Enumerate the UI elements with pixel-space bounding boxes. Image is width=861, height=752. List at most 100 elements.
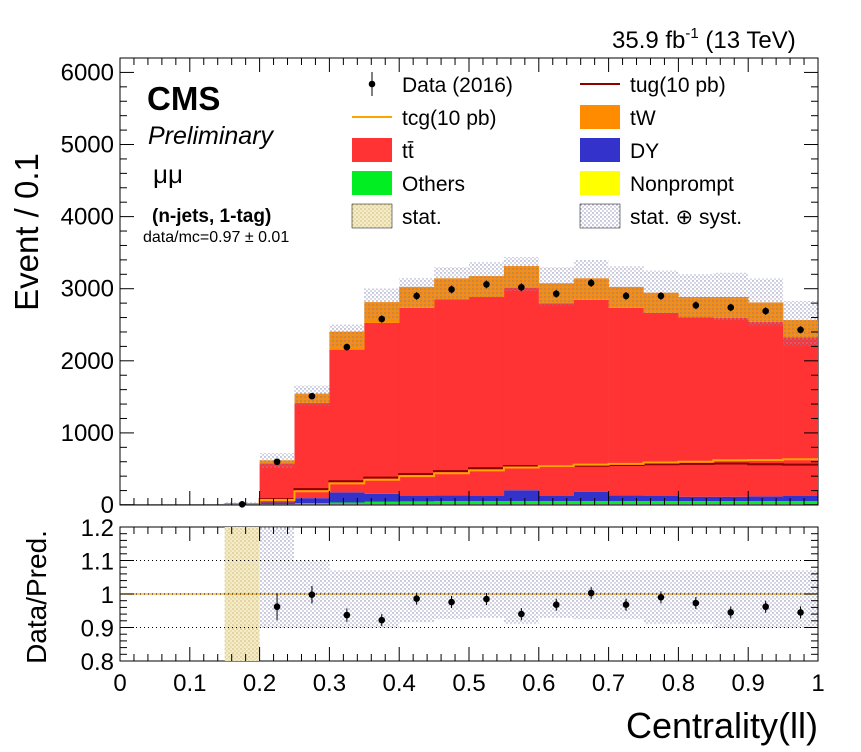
legend-item-dy: DY	[580, 138, 659, 163]
bar	[329, 349, 365, 493]
legend-swatch	[351, 203, 393, 229]
syst-band-bin	[748, 278, 784, 327]
x-tick-label: 0.5	[452, 670, 485, 697]
y-tick-label: 1000	[61, 420, 114, 447]
lumi-label: 35.9 fb-1 (13 TeV)	[612, 25, 796, 54]
bar	[503, 287, 540, 491]
legend-item-statsyst: stat. ⊕ syst.	[579, 203, 742, 229]
ratio-panel: 0.8 0.9 1 1.1 1.2 0 0.1 0.2 0.3 0.4 0.5 0.6 0.7 0.8 0.…	[21, 515, 825, 746]
data-point	[518, 283, 525, 291]
selection-label: (n-jets, 1-tag)	[152, 206, 271, 227]
ratio-point	[378, 616, 386, 624]
cms-label: CMS	[147, 80, 220, 117]
data-point	[727, 304, 735, 311]
legend-label: Data (2016)	[402, 74, 513, 97]
legend-item-tt: tt̄	[352, 138, 414, 163]
bar	[748, 496, 784, 502]
x-tick-label: 0.7	[592, 670, 625, 697]
y-tick-label: 3000	[61, 276, 114, 303]
bar	[643, 312, 679, 496]
legend-item-tw: tW	[580, 105, 656, 130]
y-tick-label: 4000	[61, 204, 114, 231]
legend-item-tug: tug(10 pb)	[580, 74, 726, 97]
data-point	[552, 290, 560, 298]
bar	[329, 502, 365, 505]
y-tick-label: 2000	[61, 348, 114, 375]
data-point	[273, 458, 281, 466]
data-point	[797, 326, 804, 334]
ratio-point	[727, 609, 735, 616]
legend-item-nonprompt: Nonprompt	[580, 171, 734, 196]
preliminary-label: Preliminary	[148, 122, 275, 150]
bar	[748, 321, 784, 497]
ratio-point	[762, 603, 769, 611]
line-tcg	[120, 458, 818, 505]
y-tick-label: 5000	[61, 132, 114, 159]
data-point	[483, 281, 490, 288]
bar	[434, 299, 470, 496]
x-tick-label: 0.1	[173, 670, 206, 697]
ratio-point	[413, 595, 420, 602]
x-tick-label: 0.3	[313, 670, 346, 697]
bar	[259, 463, 295, 503]
legend-swatch	[352, 138, 392, 162]
x-axis-title: Centrality(ll)	[626, 705, 818, 746]
legend-item-others: Others	[352, 171, 465, 196]
data-point	[413, 292, 420, 300]
ratio-point	[273, 603, 281, 611]
legend-swatch	[580, 138, 620, 162]
legend-item-stat: stat.	[351, 203, 442, 229]
legend: Data (2016) tug(10 pb) tcg(10 pb) tW tt̄ DY Ot…	[351, 72, 742, 229]
bar	[678, 501, 714, 505]
bar	[399, 501, 435, 505]
data-point	[622, 292, 630, 300]
bar	[294, 402, 330, 499]
bar	[748, 501, 784, 505]
channel-label: μμ	[153, 159, 183, 189]
main-panel: 0 1000 2000 3000 4000 5000 6000 Event / 0.1 CM…	[8, 57, 819, 519]
ratio-point	[552, 601, 560, 609]
legend-swatch	[580, 105, 620, 129]
ratio-y-tick-label: 1.1	[81, 549, 114, 576]
syst-band-bin	[538, 267, 574, 306]
ratio-bands	[120, 527, 818, 661]
ratio-y-tick-label: 1.2	[81, 515, 114, 542]
x-tick-label: 0.2	[243, 670, 276, 697]
legend-label: Others	[402, 173, 465, 196]
bar	[783, 501, 818, 505]
ratio-y-tick-label: 1	[101, 582, 114, 609]
bar	[608, 495, 644, 502]
x-tick-label: 1	[811, 670, 824, 697]
bar	[608, 501, 644, 505]
syst-band-bin	[713, 272, 749, 321]
ratio-point	[657, 594, 665, 601]
ratio-syst-band-bin	[748, 570, 784, 628]
legend-label: DY	[630, 140, 659, 163]
bar	[538, 501, 574, 505]
bar	[643, 495, 679, 502]
ratio-point	[308, 591, 316, 598]
bar	[399, 495, 435, 502]
data-point	[378, 315, 386, 323]
x-tick-label: 0	[113, 670, 126, 697]
bar	[713, 317, 749, 497]
bar	[608, 307, 644, 496]
syst-band-bin	[329, 324, 365, 348]
x-tick-label: 0.6	[522, 670, 555, 697]
ratio-y-tick-label: 0.8	[81, 649, 114, 676]
bar	[434, 495, 470, 502]
bar	[469, 495, 505, 502]
ratio-syst-band-bin	[434, 570, 469, 620]
syst-band-bin	[364, 288, 400, 321]
bar	[503, 501, 540, 505]
syst-band-bin	[783, 300, 818, 347]
ratio-point	[483, 595, 490, 603]
data-point	[343, 343, 351, 351]
ratio-point	[587, 589, 595, 597]
bar	[643, 501, 679, 505]
data-point	[587, 279, 595, 287]
syst-band-bin	[678, 274, 714, 319]
bar	[259, 502, 295, 504]
ratio-summary-label: data/mc=0.97 ± 0.01	[143, 229, 289, 246]
bar	[434, 501, 470, 505]
